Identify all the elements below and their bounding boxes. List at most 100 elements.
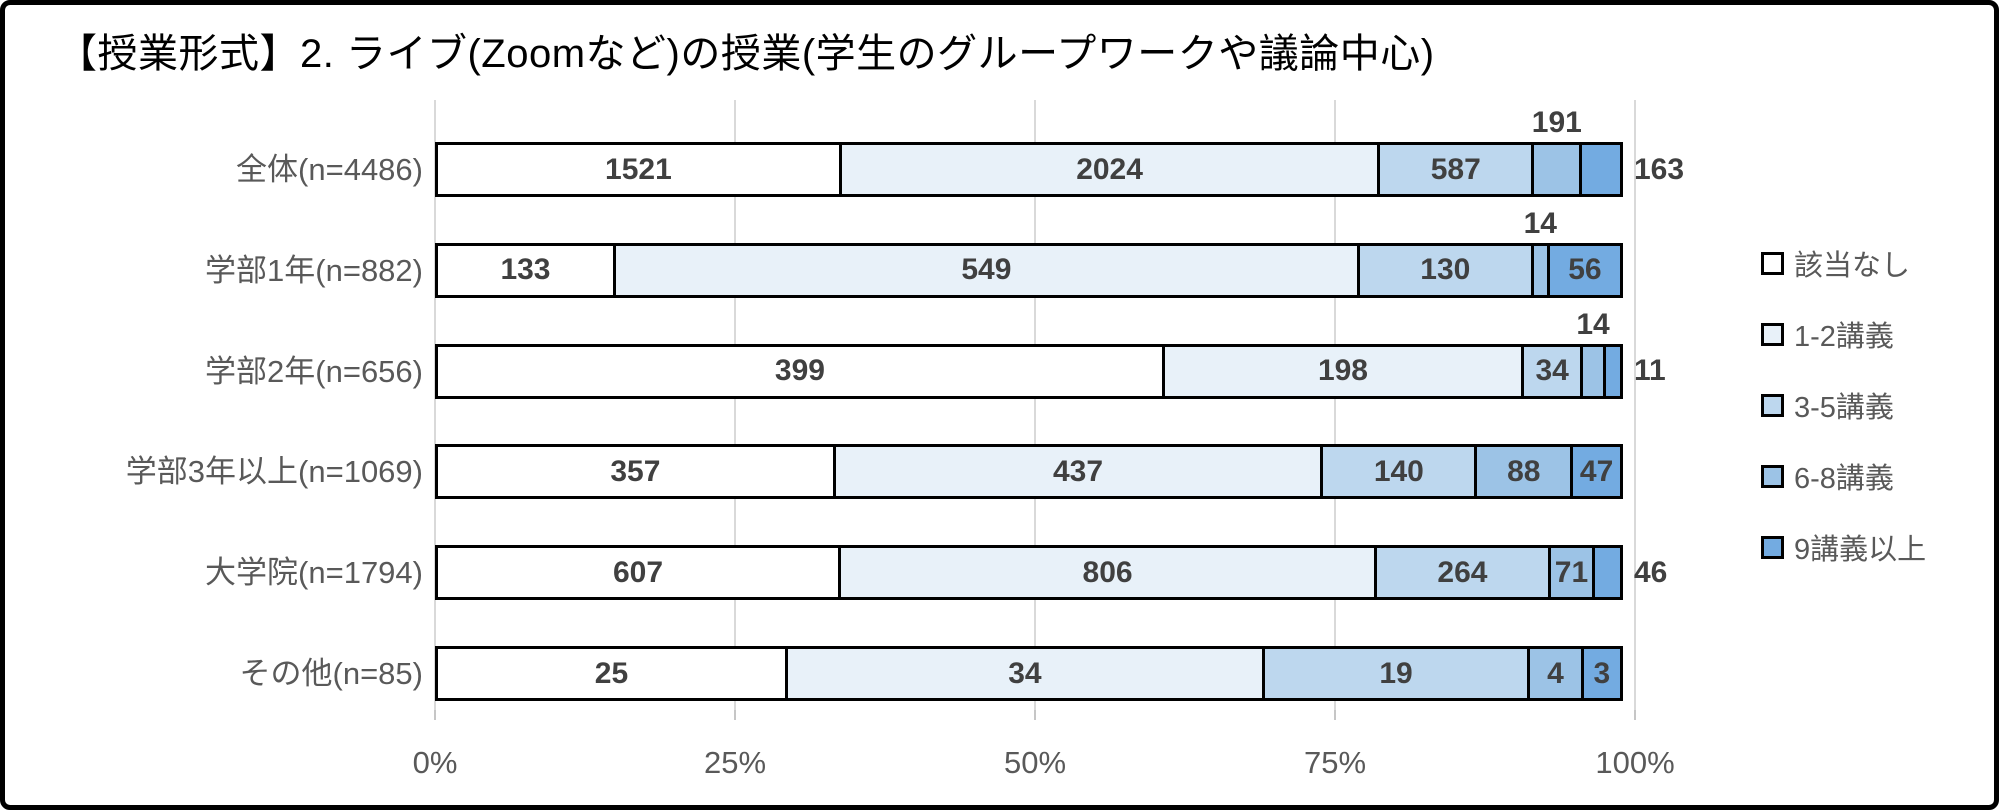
bar-segment: 607 — [435, 545, 842, 601]
bar-segment: 437 — [832, 444, 1324, 500]
data-label: 47 — [1579, 454, 1614, 488]
bar-segment: 2024 — [838, 142, 1381, 197]
legend-swatch — [1761, 393, 1784, 417]
bar-row: 学部1年(n=882) 133 549 130 14 56 — [205, 207, 1635, 298]
legend-swatch — [1761, 322, 1784, 346]
data-label: 3 — [1593, 656, 1611, 690]
bar-segment: 14 — [1524, 207, 1557, 298]
data-label: 56 — [1568, 253, 1602, 287]
legend-item: 9講義以上 — [1761, 532, 1926, 566]
data-label: 19 — [1379, 656, 1413, 690]
x-tick-label: 25% — [703, 745, 767, 780]
x-tick-label: 100% — [1595, 745, 1675, 780]
data-label: 607 — [612, 555, 664, 589]
bar-segment: 549 — [612, 242, 1360, 298]
gridline — [1634, 100, 1636, 710]
category-label: 全体(n=4486) — [236, 152, 423, 187]
gridline — [1034, 100, 1036, 710]
legend-item: 6-8講義 — [1761, 461, 1926, 495]
legend-item: 3-5講義 — [1761, 390, 1926, 424]
data-label: 34 — [1008, 656, 1042, 690]
data-label: 191 — [1531, 106, 1582, 139]
category-label: 学部3年以上(n=1069) — [125, 454, 423, 490]
legend-item: 1-2講義 — [1761, 319, 1926, 353]
legend-label: 6-8講義 — [1794, 463, 1894, 495]
data-label: 34 — [1535, 354, 1569, 388]
bar-segment: 71 — [1547, 545, 1596, 601]
data-label: 163 — [1633, 152, 1685, 186]
category-label: 大学院(n=1794) — [205, 555, 423, 591]
bar-segment: 163 — [1579, 142, 1684, 197]
bar-row: 全体(n=4486) 1521 2024 587 191 163 — [236, 106, 1684, 197]
data-label: 46 — [1633, 555, 1668, 589]
data-label: 14 — [1576, 307, 1610, 341]
x-tick-label: 75% — [1303, 745, 1367, 780]
data-label: 198 — [1317, 354, 1368, 388]
bar-row: 大学院(n=1794) 607 806 264 71 46 — [205, 545, 1667, 601]
data-label: 4 — [1547, 656, 1564, 690]
legend-label: 9講義以上 — [1794, 534, 1927, 566]
bar-row: 学部3年以上(n=1069) 357 437 140 88 47 — [126, 444, 1635, 500]
axis-tick — [434, 710, 436, 720]
bar-row: 学部2年(n=656) 399 198 34 14 11 — [205, 308, 1666, 399]
data-label: 25 — [594, 656, 629, 690]
bar-segment: 191 — [1531, 106, 1583, 197]
gridline — [734, 100, 736, 710]
data-label: 133 — [500, 253, 551, 287]
bar-segment: 806 — [838, 545, 1378, 601]
data-label: 71 — [1554, 555, 1589, 589]
data-label: 88 — [1507, 454, 1541, 488]
category-label: 学部1年(n=882) — [205, 252, 423, 288]
category-label: その他(n=85) — [239, 656, 423, 691]
bar-segment: 3 — [1580, 646, 1623, 701]
data-label: 14 — [1523, 206, 1557, 240]
bar-row: その他(n=85) 25 34 19 4 3 — [240, 646, 1635, 701]
data-label: 1521 — [605, 152, 672, 186]
axis-tick — [1334, 710, 1336, 720]
data-label: 357 — [610, 454, 661, 488]
gridline — [434, 100, 436, 710]
bar-segment: 399 — [435, 343, 1165, 399]
legend-label: 3-5講義 — [1794, 392, 1894, 424]
data-label: 140 — [1373, 454, 1424, 488]
gridline — [1334, 100, 1336, 710]
x-tick-label: 0% — [412, 745, 458, 780]
plot-area: 全体(n=4486) 1521 2024 587 191 163 学部1年(n=882) 13… — [126, 100, 1684, 720]
bar-segment: 1521 — [435, 142, 842, 197]
legend: 該当なし 1-2講義 3-5講義 6-8講義 9講義以上 — [1761, 248, 1926, 566]
bar-segment: 11 — [1602, 343, 1666, 399]
axis-tick — [1634, 710, 1636, 720]
bar-segment: 88 — [1474, 444, 1574, 500]
bar-segment: 34 — [1521, 343, 1584, 399]
bar-segment: 133 — [435, 242, 616, 298]
data-label: 264 — [1437, 555, 1488, 589]
legend-label: 1-2講義 — [1794, 321, 1894, 353]
bar-segment: 587 — [1377, 142, 1535, 197]
legend-label: 該当なし — [1794, 250, 1911, 282]
bar-segment: 46 — [1592, 545, 1667, 601]
bar-segment: 357 — [435, 444, 836, 500]
legend-swatch — [1761, 251, 1784, 275]
data-label: 587 — [1430, 152, 1481, 186]
bar-segment: 140 — [1320, 444, 1478, 500]
bar-segment: 34 — [784, 646, 1265, 701]
bar-segment: 4 — [1527, 646, 1584, 701]
bar-segment: 19 — [1261, 646, 1531, 701]
data-label: 130 — [1420, 253, 1471, 287]
category-label: 学部2年(n=656) — [205, 353, 423, 389]
legend-item: 該当なし — [1761, 248, 1926, 282]
bar-segment: 130 — [1356, 242, 1534, 298]
data-label: 549 — [961, 253, 1012, 287]
data-label: 437 — [1052, 454, 1104, 488]
x-axis: 0% 25% 50% 75% 100% — [413, 745, 1675, 785]
legend-swatch — [1761, 535, 1784, 559]
data-label: 2024 — [1076, 152, 1143, 186]
bar-segment: 198 — [1161, 343, 1525, 399]
axis-tick — [1034, 710, 1036, 720]
bar-segment: 47 — [1570, 444, 1623, 500]
x-tick-label: 50% — [1003, 745, 1067, 780]
data-label: 11 — [1633, 354, 1666, 388]
bar-segment: 264 — [1374, 545, 1551, 601]
bar-segment: 25 — [435, 646, 788, 701]
